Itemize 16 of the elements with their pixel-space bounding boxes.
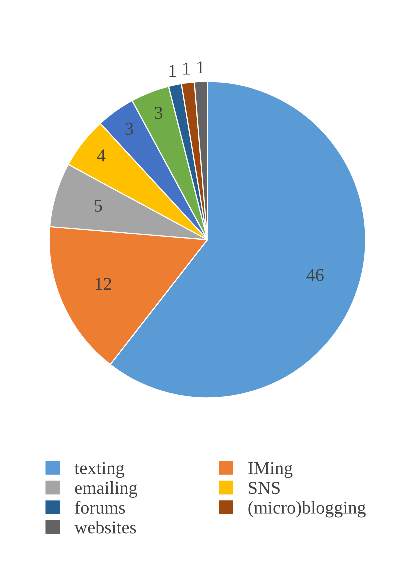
legend-label: websites xyxy=(74,521,136,534)
legend-label: IMing xyxy=(248,462,293,478)
legend-label: (micro)blogging xyxy=(248,501,366,518)
data-label: 1 xyxy=(198,62,204,74)
legend-label: forums xyxy=(75,501,126,514)
legend-label: SNS xyxy=(249,482,280,494)
legend-label: emailing xyxy=(75,482,138,498)
data-label: 4 xyxy=(97,150,106,162)
data-label: 1 xyxy=(170,65,176,78)
data-label: 46 xyxy=(306,269,324,282)
legend-label: texting xyxy=(74,462,124,478)
data-label: 12 xyxy=(96,278,112,290)
data-label: 3 xyxy=(155,107,163,120)
data-label: 3 xyxy=(126,122,134,136)
data-label: 1 xyxy=(184,62,190,75)
data-label: 5 xyxy=(95,200,102,212)
